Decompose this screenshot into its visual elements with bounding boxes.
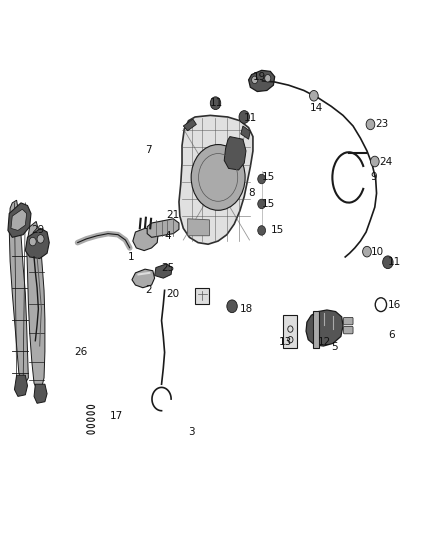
Text: 9: 9 (371, 172, 377, 182)
Circle shape (252, 76, 258, 84)
FancyBboxPatch shape (343, 317, 353, 325)
Polygon shape (147, 219, 179, 237)
FancyBboxPatch shape (314, 311, 319, 348)
Circle shape (210, 97, 221, 110)
Text: 11: 11 (244, 113, 258, 123)
Text: 15: 15 (270, 225, 284, 236)
Text: 10: 10 (371, 247, 384, 257)
Polygon shape (11, 209, 27, 230)
Polygon shape (25, 228, 49, 259)
Text: 20: 20 (166, 289, 179, 299)
Text: 29: 29 (31, 225, 44, 236)
Polygon shape (179, 115, 253, 244)
Text: 2: 2 (145, 285, 152, 295)
Circle shape (371, 156, 379, 167)
Text: 3: 3 (188, 427, 195, 437)
Text: 4: 4 (165, 231, 171, 241)
Circle shape (310, 91, 318, 101)
Text: 25: 25 (162, 263, 175, 272)
Circle shape (363, 246, 371, 257)
Polygon shape (187, 219, 209, 236)
Text: 15: 15 (261, 199, 275, 209)
Polygon shape (241, 126, 251, 139)
Polygon shape (133, 228, 158, 251)
Text: 7: 7 (145, 145, 152, 155)
Polygon shape (224, 136, 246, 170)
Text: 14: 14 (310, 103, 323, 114)
Polygon shape (306, 310, 343, 346)
FancyBboxPatch shape (343, 326, 353, 334)
Text: 8: 8 (249, 188, 255, 198)
Polygon shape (184, 119, 196, 131)
Polygon shape (8, 203, 31, 237)
Text: 17: 17 (110, 411, 123, 421)
Circle shape (191, 144, 245, 211)
Circle shape (265, 75, 271, 82)
Circle shape (258, 199, 265, 209)
Polygon shape (9, 200, 28, 383)
Text: 6: 6 (388, 330, 395, 341)
Text: 24: 24 (379, 157, 392, 166)
Circle shape (383, 256, 393, 269)
Polygon shape (14, 375, 28, 397)
Polygon shape (249, 70, 275, 92)
Text: 11: 11 (388, 257, 401, 267)
Circle shape (239, 111, 250, 123)
Text: 11: 11 (209, 98, 223, 108)
Text: 1: 1 (127, 252, 134, 262)
Text: 21: 21 (166, 209, 179, 220)
FancyBboxPatch shape (195, 288, 209, 304)
Circle shape (366, 119, 375, 130)
Polygon shape (34, 384, 47, 403)
Text: 15: 15 (261, 172, 275, 182)
Text: 5: 5 (331, 342, 338, 352)
Circle shape (227, 300, 237, 313)
Circle shape (258, 225, 265, 235)
Text: 23: 23 (375, 119, 388, 130)
Text: 12: 12 (318, 337, 332, 347)
Circle shape (258, 174, 265, 184)
Text: 26: 26 (74, 348, 88, 358)
Text: 19: 19 (253, 71, 266, 82)
Polygon shape (27, 221, 45, 390)
Text: 16: 16 (388, 300, 401, 310)
Polygon shape (132, 269, 155, 288)
Circle shape (29, 237, 36, 246)
FancyBboxPatch shape (283, 316, 297, 348)
Text: 18: 18 (240, 304, 253, 314)
Polygon shape (155, 264, 172, 278)
Text: 13: 13 (279, 337, 292, 347)
Circle shape (37, 235, 44, 243)
